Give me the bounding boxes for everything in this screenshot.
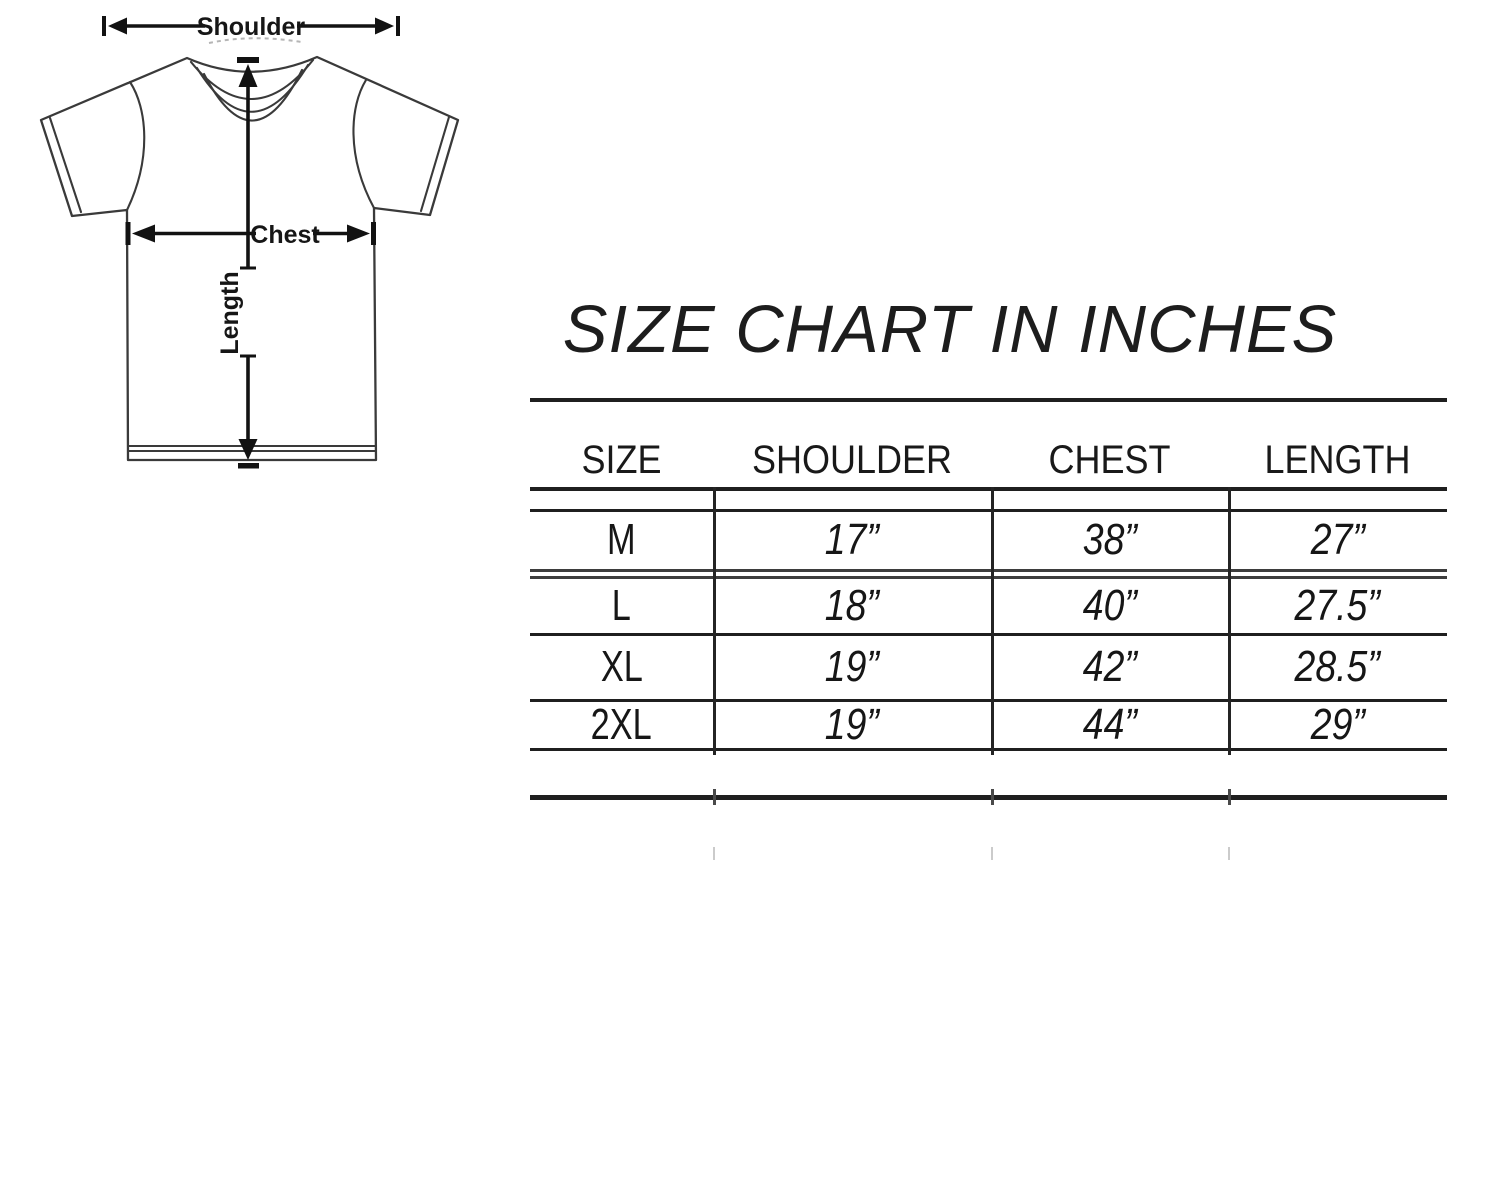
table-row-l: L 18” 40” 27.5” xyxy=(530,579,1447,633)
table-cell: 42” xyxy=(991,635,1228,699)
table-cell: XL xyxy=(530,635,713,699)
shoulder-arrow: Shoulder xyxy=(102,13,400,41)
left-armhole-seam xyxy=(125,80,146,212)
table-cell: 44” xyxy=(991,699,1228,749)
table-cell: M xyxy=(530,511,713,569)
table-row-xl: XL 19” 42” 28.5” xyxy=(530,635,1447,699)
right-cuff-line xyxy=(419,115,451,213)
table-cell: 19” xyxy=(713,699,991,749)
table-rule-top xyxy=(530,398,1447,402)
table-cell: 27.5” xyxy=(1228,579,1447,633)
column-divider xyxy=(713,487,716,755)
size-value: L xyxy=(611,581,632,630)
chest-arrow: Chest xyxy=(125,221,376,249)
back-collar-line xyxy=(208,37,302,44)
table-rule-bottom xyxy=(530,795,1447,800)
shoulder-label: Shoulder xyxy=(197,13,306,41)
size-value: M xyxy=(607,515,636,564)
table-cell: 18” xyxy=(713,579,991,633)
table-rule xyxy=(530,509,1447,512)
chest-value: 38” xyxy=(1082,515,1137,564)
column-divider-stub xyxy=(1228,789,1231,805)
right-armhole-seam xyxy=(352,78,376,210)
table-rule xyxy=(530,633,1447,636)
table-cell: 29” xyxy=(1228,699,1447,749)
table-rule xyxy=(530,748,1447,751)
length-value: 29” xyxy=(1310,699,1365,749)
table-rule xyxy=(530,699,1447,702)
left-cuff-line xyxy=(48,116,83,214)
chest-value: 44” xyxy=(1082,699,1137,749)
chest-value: 40” xyxy=(1082,581,1137,630)
table-header-size: SIZE xyxy=(581,438,662,482)
column-divider xyxy=(991,487,994,755)
chest-value: 42” xyxy=(1082,642,1137,691)
length-value: 28.5” xyxy=(1294,642,1381,691)
length-label: Length xyxy=(216,271,244,354)
hem-tick xyxy=(238,463,259,469)
faint-stub xyxy=(1228,847,1230,860)
collar-tick xyxy=(237,57,259,63)
shoulder-value: 17” xyxy=(824,515,880,564)
table-header-chest: CHEST xyxy=(1048,438,1171,482)
collar-inner-seam-line xyxy=(202,68,304,122)
size-value: XL xyxy=(600,642,643,691)
length-value: 27.5” xyxy=(1294,581,1381,630)
chest-label: Chest xyxy=(250,221,320,249)
column-divider-stub xyxy=(713,789,716,805)
table-cell: 17” xyxy=(713,511,991,569)
table-cell: 28.5” xyxy=(1228,635,1447,699)
table-cell: 38” xyxy=(991,511,1228,569)
table-rule-double-b xyxy=(530,576,1447,579)
table-cell: 19” xyxy=(713,635,991,699)
table-header-length: LENGTH xyxy=(1264,438,1411,482)
table-cell: 27” xyxy=(1228,511,1447,569)
table-row-m: M 17” 38” 27” xyxy=(530,511,1447,569)
table-row-2xl: 2XL 19” 44” 29” xyxy=(530,699,1447,749)
table-cell: 2XL xyxy=(530,699,713,749)
shoulder-value: 19” xyxy=(824,642,880,691)
length-value: 27” xyxy=(1310,515,1365,564)
table-cell: L xyxy=(530,579,713,633)
table-cell: 40” xyxy=(991,579,1228,633)
shoulder-value: 18” xyxy=(824,581,880,630)
size-table: SIZE SHOULDER CHEST LENGTH M 17” 38” 27”… xyxy=(530,398,1447,878)
table-rule-double-a xyxy=(530,569,1447,572)
tshirt-diagram: Shoulder Chest Length xyxy=(39,13,460,469)
faint-stub xyxy=(991,847,993,860)
page-title: SIZE CHART IN INCHES xyxy=(562,292,1338,367)
faint-stub xyxy=(713,847,715,860)
size-value: 2XL xyxy=(590,699,653,749)
table-header-shoulder: SHOULDER xyxy=(751,438,953,482)
shoulder-value: 19” xyxy=(824,699,880,749)
table-rule-header xyxy=(530,487,1447,491)
column-divider xyxy=(1228,487,1231,755)
length-arrow: Length xyxy=(216,57,259,469)
column-divider-stub xyxy=(991,789,994,805)
